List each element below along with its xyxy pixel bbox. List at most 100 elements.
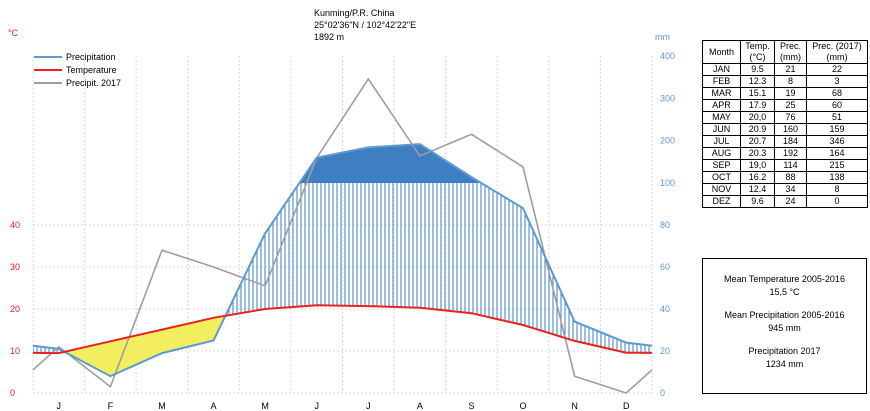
table-cell: 19 bbox=[774, 87, 807, 100]
left-axis-tick: 10 bbox=[10, 346, 20, 356]
right-axis-tick: 200 bbox=[660, 136, 675, 146]
chart-header: Kunming/P.R. China 25°02'36"N / 102°42'2… bbox=[314, 8, 416, 42]
right-axis-tick: 300 bbox=[660, 93, 675, 103]
climate-data-table: Month Temp. (°C) Prec. (mm) Prec. (2017) (mm) … bbox=[702, 40, 868, 208]
table-cell: JAN bbox=[702, 63, 741, 76]
chart-series-lines bbox=[32, 77, 653, 394]
right-axis-tick: 400 bbox=[660, 51, 675, 61]
table-cell: 15.1 bbox=[740, 87, 775, 100]
elevation-text: 1892 m bbox=[314, 32, 344, 42]
table-cell: 8 bbox=[806, 183, 868, 196]
table-header-cell: Prec. (2017) (mm) bbox=[806, 40, 868, 64]
right-axis-tick: 60 bbox=[660, 262, 670, 272]
table-cell: 24 bbox=[774, 195, 807, 208]
table-cell: 184 bbox=[774, 135, 807, 148]
legend-label: Precipitation bbox=[66, 52, 116, 62]
table-cell: OCT bbox=[702, 171, 741, 184]
mean-precipitation-label: Mean Precipitation 2005-2016 bbox=[724, 310, 845, 320]
arid-period-fill bbox=[33, 305, 652, 376]
table-cell: 159 bbox=[806, 123, 868, 136]
climate-diagram: °C 0 10 20 30 40 mm 0 20 40 60 80 100 200 300 400 J F M A M J… bbox=[8, 8, 675, 411]
table-cell: 138 bbox=[806, 171, 868, 184]
perhumid-period-fill bbox=[33, 144, 652, 183]
month-tick-label: D bbox=[623, 401, 630, 411]
table-cell: 51 bbox=[806, 111, 868, 124]
table-row: MAY 20,0 76 51 bbox=[702, 111, 868, 124]
table-cell: 25 bbox=[774, 99, 807, 112]
month-tick-label: F bbox=[108, 401, 114, 411]
left-axis-tick: 20 bbox=[10, 304, 20, 314]
left-axis-unit: °C bbox=[8, 28, 19, 38]
table-cell: 0 bbox=[806, 195, 868, 208]
table-cell: MAY bbox=[702, 111, 741, 124]
left-axis-tick: 0 bbox=[10, 388, 15, 398]
legend-label: Temperature bbox=[66, 65, 117, 75]
table-cell: AUG bbox=[702, 147, 741, 160]
month-tick-label: A bbox=[417, 401, 423, 411]
table-cell: 60 bbox=[806, 99, 868, 112]
month-tick-label: A bbox=[211, 401, 217, 411]
table-cell: 20.7 bbox=[740, 135, 775, 148]
table-row: DEZ 9.6 24 0 bbox=[702, 195, 868, 208]
right-axis-tick: 20 bbox=[660, 346, 670, 356]
precipitation-line bbox=[32, 143, 653, 378]
temperature-line bbox=[32, 304, 653, 355]
table-cell: 192 bbox=[774, 147, 807, 160]
month-tick-label: M bbox=[158, 401, 166, 411]
table-row: JAN 9.5 21 22 bbox=[702, 63, 868, 76]
location-title: Kunming/P.R. China bbox=[314, 8, 394, 18]
table-cell: 20,0 bbox=[740, 111, 775, 124]
table-cell: SEP bbox=[702, 159, 741, 172]
mean-precipitation-value: 945 mm bbox=[768, 323, 801, 333]
table-row: APR 17.9 25 60 bbox=[702, 99, 868, 112]
table-cell: 19,0 bbox=[740, 159, 775, 172]
month-tick-label: M bbox=[261, 401, 269, 411]
chart-axes: °C 0 10 20 30 40 mm 0 20 40 60 80 100 200 300 400 J F M A M J… bbox=[8, 28, 675, 411]
chart-area-fills bbox=[33, 144, 652, 376]
table-row: NOV 12.4 34 8 bbox=[702, 183, 868, 196]
table-cell: JUL bbox=[702, 135, 741, 148]
precipitation-2017-line bbox=[32, 77, 653, 394]
table-cell: 9.6 bbox=[740, 195, 775, 208]
table-cell: 164 bbox=[806, 147, 868, 160]
table-cell: DEZ bbox=[702, 195, 741, 208]
right-axis-tick: 40 bbox=[660, 304, 670, 314]
table-cell: 76 bbox=[774, 111, 807, 124]
table-cell: 9.5 bbox=[740, 63, 775, 76]
table-cell: 12.3 bbox=[740, 75, 775, 88]
left-axis-tick: 40 bbox=[10, 220, 20, 230]
table-header-cell: Month bbox=[702, 40, 741, 64]
precipitation-2017-label: Precipitation 2017 bbox=[748, 346, 821, 356]
table-cell: APR bbox=[702, 99, 741, 112]
table-header-cell: Prec. (mm) bbox=[774, 40, 807, 64]
month-tick-label: S bbox=[468, 401, 474, 411]
table-cell: MAR bbox=[702, 87, 741, 100]
right-axis-tick: 0 bbox=[660, 388, 665, 398]
climate-summary-box: Mean Temperature 2005-2016 15,5 °C Mean … bbox=[702, 258, 867, 394]
legend-label: Precipit. 2017 bbox=[66, 78, 121, 88]
mean-temperature-value: 15,5 °C bbox=[769, 287, 800, 297]
left-axis-tick: 30 bbox=[10, 262, 20, 272]
table-cell: 114 bbox=[774, 159, 807, 172]
table-cell: 346 bbox=[806, 135, 868, 148]
right-axis-tick: 100 bbox=[660, 178, 675, 188]
right-axis-unit: mm bbox=[655, 32, 670, 42]
right-axis-tick: 80 bbox=[660, 220, 670, 230]
table-cell: 17.9 bbox=[740, 99, 775, 112]
table-header-cell: Temp. (°C) bbox=[740, 40, 775, 64]
table-row: FEB 12.3 8 3 bbox=[702, 75, 868, 88]
table-cell: 22 bbox=[806, 63, 868, 76]
mean-temperature-label: Mean Temperature 2005-2016 bbox=[724, 274, 845, 284]
table-cell: 20.3 bbox=[740, 147, 775, 160]
table-cell: NOV bbox=[702, 183, 741, 196]
month-tick-label: O bbox=[520, 401, 527, 411]
table-cell: 21 bbox=[774, 63, 807, 76]
table-cell: 68 bbox=[806, 87, 868, 100]
table-row: AUG 20.3 192 164 bbox=[702, 147, 868, 160]
table-cell: 215 bbox=[806, 159, 868, 172]
table-row: JUL 20.7 184 346 bbox=[702, 135, 868, 148]
table-row: JUN 20.9 160 159 bbox=[702, 123, 868, 136]
table-cell: 12.4 bbox=[740, 183, 775, 196]
table-cell: 88 bbox=[774, 171, 807, 184]
table-cell: 8 bbox=[774, 75, 807, 88]
